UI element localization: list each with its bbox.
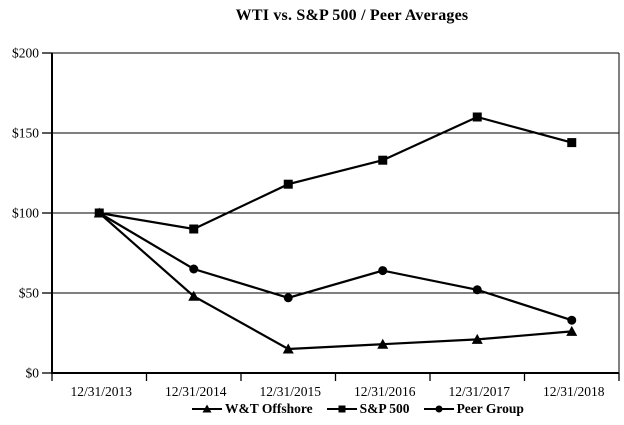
x-tick-label: 12/31/2016 [354, 384, 416, 399]
series-line-s-p-500 [99, 115, 573, 231]
y-tick-label: $50 [19, 286, 40, 301]
y-tick-label: $200 [12, 46, 39, 61]
series-peer-group [94, 208, 577, 325]
legend-label-s-p-500: S&P 500 [359, 401, 410, 416]
series-s-p-500 [94, 112, 577, 234]
triangle-marker [377, 338, 389, 349]
circle-marker [189, 264, 199, 274]
series-w-t-offshore [93, 207, 578, 354]
triangle-marker [471, 333, 483, 344]
circle-marker [472, 285, 482, 295]
square-marker [338, 405, 346, 413]
legend-item-s-p-500: S&P 500 [326, 401, 410, 417]
triangle-legend-marker-icon [192, 404, 223, 413]
triangle-marker [282, 343, 294, 354]
square-marker [189, 224, 199, 234]
triangle-marker [566, 325, 578, 336]
x-tick-label: 12/31/2013 [70, 384, 132, 399]
circle-marker [567, 315, 577, 325]
series-line-peer-group [98, 212, 573, 322]
chart-legend: W&T Offshore S&P 500 Peer Group [92, 400, 624, 418]
legend-label-peer-group: Peer Group [456, 401, 524, 416]
square-marker [472, 112, 482, 122]
y-tick-label: $150 [12, 126, 39, 141]
square-marker [567, 138, 577, 148]
circle-legend-marker-icon [423, 405, 454, 413]
circle-marker [435, 405, 443, 413]
circle-marker [378, 266, 388, 276]
triangle-marker [202, 404, 212, 413]
x-tick-label: 12/31/2015 [259, 384, 321, 399]
x-tick-label: 12/31/2014 [165, 384, 227, 399]
series-line-w-t-offshore [98, 212, 572, 351]
legend-item-w-t-offshore: W&T Offshore [192, 401, 313, 417]
triangle-marker [188, 290, 200, 301]
x-tick-label: 12/31/2017 [448, 384, 510, 399]
square-marker [378, 155, 388, 165]
circle-marker [283, 293, 293, 303]
legend-item-peer-group: Peer Group [423, 401, 524, 417]
x-tick-label: 12/31/2018 [543, 384, 605, 399]
chart-title: WTI vs. S&P 500 / Peer Averages [235, 7, 469, 24]
y-tick-label: $100 [12, 206, 39, 221]
square-legend-marker-icon [326, 405, 357, 413]
legend-label-w-t-offshore: W&T Offshore [225, 401, 313, 416]
square-marker [283, 179, 293, 189]
y-tick-label: $0 [26, 366, 40, 381]
circle-marker [94, 208, 104, 218]
